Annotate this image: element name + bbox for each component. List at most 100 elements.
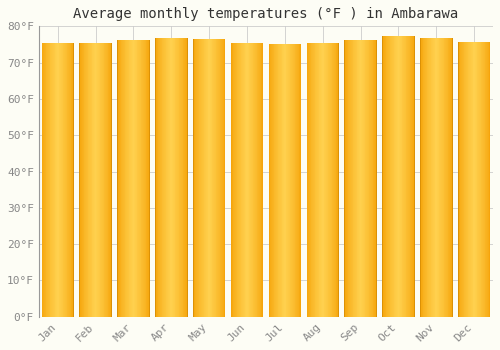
Bar <box>482 42 483 317</box>
Bar <box>185 38 186 317</box>
Bar <box>478 42 479 317</box>
Bar <box>382 36 383 317</box>
Bar <box>108 43 110 317</box>
Bar <box>200 38 201 317</box>
Bar <box>252 43 254 317</box>
Bar <box>197 38 198 317</box>
Bar <box>347 40 348 317</box>
Bar <box>484 42 486 317</box>
Bar <box>358 40 359 317</box>
Bar <box>325 43 326 317</box>
Bar <box>213 38 214 317</box>
Bar <box>94 43 95 317</box>
Bar <box>210 38 211 317</box>
Bar <box>166 38 168 317</box>
Bar <box>42 43 43 317</box>
Bar <box>395 36 396 317</box>
Bar <box>413 36 414 317</box>
Bar <box>48 43 49 317</box>
Bar <box>186 38 188 317</box>
Bar <box>155 38 156 317</box>
Bar <box>144 40 146 317</box>
Bar <box>445 38 446 317</box>
Bar <box>426 38 428 317</box>
Bar <box>470 42 471 317</box>
Bar <box>243 43 244 317</box>
Bar <box>89 43 90 317</box>
Bar <box>172 38 173 317</box>
Bar <box>215 38 216 317</box>
Bar <box>279 44 280 317</box>
Bar <box>300 44 301 317</box>
Bar <box>111 43 112 317</box>
Bar <box>122 40 123 317</box>
Bar <box>208 38 209 317</box>
Bar <box>139 40 140 317</box>
Bar <box>344 40 346 317</box>
Bar <box>408 36 409 317</box>
Bar <box>262 43 263 317</box>
Bar <box>321 43 322 317</box>
Bar <box>217 38 218 317</box>
Bar <box>60 43 61 317</box>
Bar <box>61 43 62 317</box>
Bar <box>402 36 403 317</box>
Bar <box>318 43 320 317</box>
Bar <box>176 38 177 317</box>
Bar <box>317 43 318 317</box>
Bar <box>282 44 283 317</box>
Bar <box>88 43 89 317</box>
Bar <box>52 43 53 317</box>
Bar <box>338 43 339 317</box>
Bar <box>289 44 290 317</box>
Bar <box>400 36 401 317</box>
Bar <box>66 43 68 317</box>
Bar <box>292 44 293 317</box>
Bar <box>278 44 279 317</box>
Bar <box>57 43 58 317</box>
Bar <box>459 42 460 317</box>
Bar <box>92 43 93 317</box>
Bar <box>221 38 222 317</box>
Bar <box>54 43 56 317</box>
Bar <box>332 43 333 317</box>
Bar <box>476 42 478 317</box>
Bar <box>290 44 292 317</box>
Bar <box>406 36 408 317</box>
Bar <box>180 38 181 317</box>
Bar <box>363 40 364 317</box>
Bar <box>82 43 84 317</box>
Bar <box>236 43 238 317</box>
Bar <box>101 43 102 317</box>
Bar <box>206 38 208 317</box>
Bar <box>224 38 225 317</box>
Bar <box>399 36 400 317</box>
Bar <box>235 43 236 317</box>
Bar <box>398 36 399 317</box>
Bar <box>458 42 459 317</box>
Bar <box>46 43 48 317</box>
Bar <box>184 38 185 317</box>
Bar <box>146 40 147 317</box>
Bar <box>320 43 321 317</box>
Bar <box>118 40 119 317</box>
Bar <box>488 42 490 317</box>
Bar <box>164 38 165 317</box>
Bar <box>194 38 196 317</box>
Bar <box>344 40 345 317</box>
Bar <box>371 40 372 317</box>
Bar <box>285 44 286 317</box>
Bar <box>259 43 260 317</box>
Bar <box>155 38 156 317</box>
Bar <box>329 43 330 317</box>
Bar <box>310 43 312 317</box>
Bar <box>273 44 274 317</box>
Bar <box>64 43 65 317</box>
Bar <box>308 43 309 317</box>
Bar <box>298 44 300 317</box>
Bar <box>450 38 451 317</box>
Bar <box>306 43 308 317</box>
Bar <box>72 43 73 317</box>
Bar <box>440 38 441 317</box>
Bar <box>283 44 284 317</box>
